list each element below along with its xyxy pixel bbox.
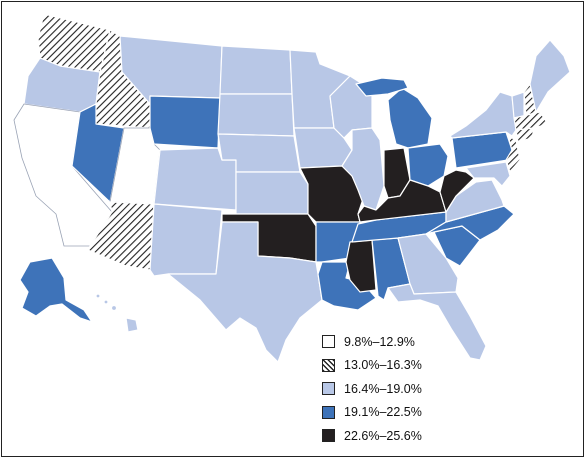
legend-swatch-hatched bbox=[322, 358, 335, 372]
state-NM bbox=[149, 203, 223, 277]
legend-label: 16.4%–19.0% bbox=[344, 381, 422, 396]
state-WY bbox=[149, 95, 221, 149]
legend-item: 13.0%–16.3% bbox=[322, 354, 462, 378]
state-WV bbox=[439, 169, 475, 213]
legend-swatch-blue bbox=[322, 405, 335, 419]
state-KS bbox=[235, 171, 309, 215]
state-CT bbox=[515, 127, 535, 143]
state-HI-islet-1 bbox=[95, 293, 101, 299]
state-HI bbox=[125, 317, 139, 333]
state-MA bbox=[513, 111, 549, 131]
state-HI-islet-3 bbox=[110, 304, 118, 312]
legend-swatch-black bbox=[322, 429, 335, 443]
state-HI-islet-2 bbox=[103, 299, 109, 305]
state-MI bbox=[387, 87, 433, 149]
legend-label: 9.8%–12.9% bbox=[344, 334, 415, 349]
legend-swatch-lowest bbox=[322, 335, 335, 349]
state-NJ bbox=[505, 135, 521, 173]
legend-item: 16.4%–19.0% bbox=[322, 377, 462, 401]
legend-item: 19.1%–22.5% bbox=[322, 401, 462, 425]
legend-label: 19.1%–22.5% bbox=[344, 405, 422, 420]
state-VT bbox=[511, 91, 525, 119]
state-MD bbox=[465, 161, 511, 187]
state-MI-UP bbox=[355, 77, 409, 97]
legend-item: 22.6%–25.6% bbox=[322, 424, 462, 448]
legend-label: 22.6%–25.6% bbox=[344, 428, 422, 443]
state-SD bbox=[217, 93, 295, 137]
state-AK bbox=[19, 257, 93, 323]
state-VA bbox=[445, 179, 505, 223]
state-FL bbox=[387, 283, 487, 361]
state-KY bbox=[357, 179, 447, 223]
state-OH bbox=[407, 143, 449, 187]
state-NY bbox=[449, 91, 517, 139]
state-ME bbox=[529, 39, 571, 113]
legend-item: 9.8%–12.9% bbox=[322, 330, 462, 354]
map-legend: 9.8%–12.9% 13.0%–16.3% 16.4%–19.0% 19.1%… bbox=[322, 330, 462, 448]
state-ND bbox=[219, 45, 293, 95]
legend-label: 13.0%–16.3% bbox=[344, 358, 422, 373]
state-TX bbox=[167, 221, 323, 363]
legend-swatch-light-blue bbox=[322, 382, 335, 396]
